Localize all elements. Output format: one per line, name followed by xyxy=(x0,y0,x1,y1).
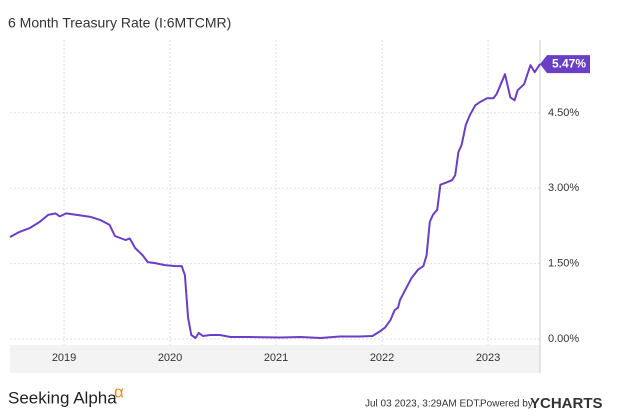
value-label: 5.47% xyxy=(552,56,586,70)
y-tick-label: 3.00% xyxy=(548,182,579,194)
x-tick-label: 2023 xyxy=(476,352,500,364)
x-tick-label: 2019 xyxy=(52,352,76,364)
timestamp: Jul 03 2023, 3:29AM EDT. xyxy=(365,399,481,410)
line xyxy=(9,63,541,339)
x-tick-label: 2021 xyxy=(264,352,288,364)
y-tick-label: 0.00% xyxy=(548,333,579,345)
x-axis-band xyxy=(10,345,540,373)
provider: YCHARTS xyxy=(530,395,603,412)
brand: Seeking Alpha xyxy=(8,388,117,407)
brand-mark: α xyxy=(114,382,124,401)
powered-by: Powered by xyxy=(480,399,533,410)
y-tick-label: 4.50% xyxy=(548,107,579,119)
value-badge xyxy=(540,55,590,74)
x-tick-label: 2020 xyxy=(158,352,182,364)
y-tick-label: 1.50% xyxy=(548,258,579,270)
chart-title: 6 Month Treasury Rate (I:6MTCMR) xyxy=(8,15,231,31)
x-tick-label: 2022 xyxy=(370,352,394,364)
